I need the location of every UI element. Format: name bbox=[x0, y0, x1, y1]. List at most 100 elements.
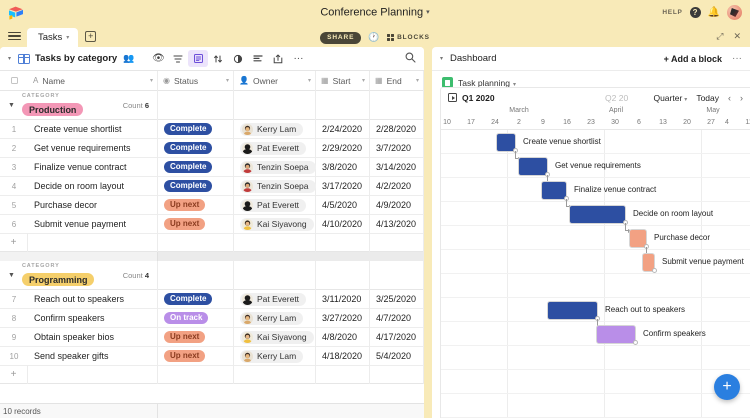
gantt-bar[interactable] bbox=[496, 133, 516, 152]
cell-owner[interactable]: Kai Siyavong bbox=[234, 327, 316, 347]
row-height-icon[interactable] bbox=[248, 50, 268, 67]
close-icon[interactable]: ✕ bbox=[733, 31, 741, 41]
sort-icon[interactable] bbox=[208, 50, 228, 67]
add-record-row[interactable]: + bbox=[0, 365, 424, 384]
cell-owner[interactable]: Pat Everett bbox=[234, 289, 316, 309]
table-row[interactable]: 5 Purchase decor Up next Pat Everett 4/5/202… bbox=[0, 195, 424, 215]
cell-name[interactable]: Send speaker gifts bbox=[28, 346, 158, 366]
cell-owner[interactable]: Kai Siyavong bbox=[234, 214, 316, 234]
cell-end-date[interactable]: 4/7/2020 bbox=[370, 308, 424, 328]
avatar[interactable] bbox=[727, 5, 742, 20]
help-icon[interactable]: ? bbox=[689, 7, 701, 18]
cell-end-date[interactable]: 4/2/2020 bbox=[370, 176, 424, 196]
group-icon[interactable] bbox=[188, 50, 209, 67]
cell-end-date[interactable]: 4/13/2020 bbox=[370, 214, 424, 234]
blocks-button[interactable]: BLOCKS bbox=[386, 33, 430, 42]
hide-fields-icon[interactable]: 👁 bbox=[152, 53, 165, 64]
chevron-down-icon[interactable]: ▾ bbox=[361, 78, 365, 84]
hamburger-icon[interactable] bbox=[8, 30, 21, 42]
share-view-icon[interactable] bbox=[268, 50, 288, 67]
history-icon[interactable]: 🕐 bbox=[368, 32, 380, 42]
add-table-button[interactable]: + bbox=[85, 31, 97, 42]
cell-end-date[interactable]: 4/9/2020 bbox=[370, 195, 424, 215]
help-label[interactable]: HELP bbox=[662, 9, 683, 16]
add-record-fab[interactable]: + bbox=[714, 374, 740, 400]
collaborators-icon[interactable]: 👥 bbox=[123, 53, 135, 63]
cell-start-date[interactable]: 3/8/2020 bbox=[316, 157, 370, 177]
gantt-bar[interactable] bbox=[596, 325, 636, 344]
add-record-icon[interactable]: + bbox=[0, 365, 28, 384]
cell-status[interactable]: Complete bbox=[158, 119, 234, 139]
column-header-end[interactable]: ▦ End ▾ bbox=[370, 70, 424, 91]
expand-icon[interactable]: ⤢ bbox=[716, 31, 724, 41]
cell-status[interactable]: Up next bbox=[158, 214, 234, 234]
workspace-title[interactable]: Conference Planning ▾ bbox=[0, 0, 750, 25]
cell-owner[interactable]: Pat Everett bbox=[234, 138, 316, 158]
cell-end-date[interactable]: 5/4/2020 bbox=[370, 346, 424, 366]
table-row[interactable]: 1 Create venue shortlist Complete Kerry Lam… bbox=[0, 119, 424, 139]
cell-name[interactable]: Decide on room layout bbox=[28, 176, 158, 196]
cell-start-date[interactable]: 3/17/2020 bbox=[316, 176, 370, 196]
cell-end-date[interactable]: 2/28/2020 bbox=[370, 119, 424, 139]
cell-start-date[interactable]: 4/18/2020 bbox=[316, 346, 370, 366]
cell-owner[interactable]: Kerry Lam bbox=[234, 346, 316, 366]
cell-owner[interactable]: Tenzin Soepa bbox=[234, 157, 316, 177]
cell-status[interactable]: Complete bbox=[158, 176, 234, 196]
color-icon[interactable] bbox=[228, 50, 248, 67]
column-header-owner[interactable]: 👤 Owner ▾ bbox=[234, 70, 316, 91]
gantt-bar[interactable] bbox=[629, 229, 647, 248]
add-record-row[interactable]: + bbox=[0, 233, 424, 252]
gantt-dependency-handle[interactable] bbox=[652, 268, 657, 273]
cell-name[interactable]: Purchase decor bbox=[28, 195, 158, 215]
chevron-down-icon[interactable]: ▾ bbox=[307, 78, 311, 84]
cell-start-date[interactable]: 2/24/2020 bbox=[316, 119, 370, 139]
cell-end-date[interactable]: 3/7/2020 bbox=[370, 138, 424, 158]
cell-owner[interactable]: Pat Everett bbox=[234, 195, 316, 215]
table-row[interactable]: 10 Send speaker gifts Up next Kerry Lam 4/18… bbox=[0, 346, 424, 366]
column-header-status[interactable]: ◉ Status ▾ bbox=[158, 70, 234, 91]
cell-status[interactable]: Up next bbox=[158, 327, 234, 347]
cell-start-date[interactable]: 4/5/2020 bbox=[316, 195, 370, 215]
gantt-bar[interactable] bbox=[541, 181, 567, 200]
table-row[interactable]: 3 Finalize venue contract Complete Tenzin S… bbox=[0, 157, 424, 177]
cell-status[interactable]: Complete bbox=[158, 157, 234, 177]
gantt-today-button[interactable]: Today bbox=[696, 92, 719, 103]
gantt-bar[interactable] bbox=[569, 205, 626, 224]
cell-name[interactable]: Create venue shortlist bbox=[28, 119, 158, 139]
column-header-start[interactable]: ▦ Start ▾ bbox=[316, 70, 370, 91]
block-title[interactable]: Task planning ▾ bbox=[458, 78, 516, 88]
cell-end-date[interactable]: 4/17/2020 bbox=[370, 327, 424, 347]
chevron-down-icon[interactable]: ▾ bbox=[415, 78, 419, 84]
cell-name[interactable]: Confirm speakers bbox=[28, 308, 158, 328]
cell-name[interactable]: Finalize venue contract bbox=[28, 157, 158, 177]
filter-icon[interactable] bbox=[168, 50, 188, 67]
tab-tasks[interactable]: Tasks ▾ bbox=[27, 28, 79, 47]
chevron-down-icon[interactable]: ▾ bbox=[225, 78, 229, 84]
gantt-bar[interactable] bbox=[518, 157, 548, 176]
group-header[interactable]: ▼ CATEGORY Production Count 6 bbox=[0, 90, 424, 120]
cell-name[interactable]: Obtain speaker bios bbox=[28, 327, 158, 347]
gantt-bar[interactable] bbox=[642, 253, 655, 272]
more-icon[interactable]: ··· bbox=[732, 53, 742, 64]
cell-status[interactable]: On track bbox=[158, 308, 234, 328]
cell-start-date[interactable]: 4/10/2020 bbox=[316, 214, 370, 234]
gantt-dependency-handle[interactable] bbox=[633, 340, 638, 345]
cell-status[interactable]: Complete bbox=[158, 289, 234, 309]
group-header[interactable]: ▼ CATEGORY Programming Count 4 bbox=[0, 260, 424, 290]
table-row[interactable]: 6 Submit venue payment Up next Kai Siyavong… bbox=[0, 214, 424, 234]
chevron-down-icon[interactable]: ▾ bbox=[149, 78, 153, 84]
cell-status[interactable]: Complete bbox=[158, 138, 234, 158]
cell-name[interactable]: Reach out to speakers bbox=[28, 289, 158, 309]
bell-icon[interactable]: 🔔 bbox=[707, 6, 720, 18]
share-button[interactable]: SHARE bbox=[320, 31, 362, 44]
cell-start-date[interactable]: 3/11/2020 bbox=[316, 289, 370, 309]
cell-start-date[interactable]: 2/29/2020 bbox=[316, 138, 370, 158]
group-collapse-icon[interactable]: ▼ bbox=[8, 271, 15, 279]
group-collapse-icon[interactable]: ▼ bbox=[8, 101, 15, 109]
cell-name[interactable]: Submit venue payment bbox=[28, 214, 158, 234]
cell-start-date[interactable]: 3/27/2020 bbox=[316, 308, 370, 328]
cell-owner[interactable]: Kerry Lam bbox=[234, 308, 316, 328]
more-icon[interactable]: ··· bbox=[293, 53, 304, 64]
cell-owner[interactable]: Tenzin Soepa bbox=[234, 176, 316, 196]
search-icon[interactable] bbox=[405, 52, 416, 66]
